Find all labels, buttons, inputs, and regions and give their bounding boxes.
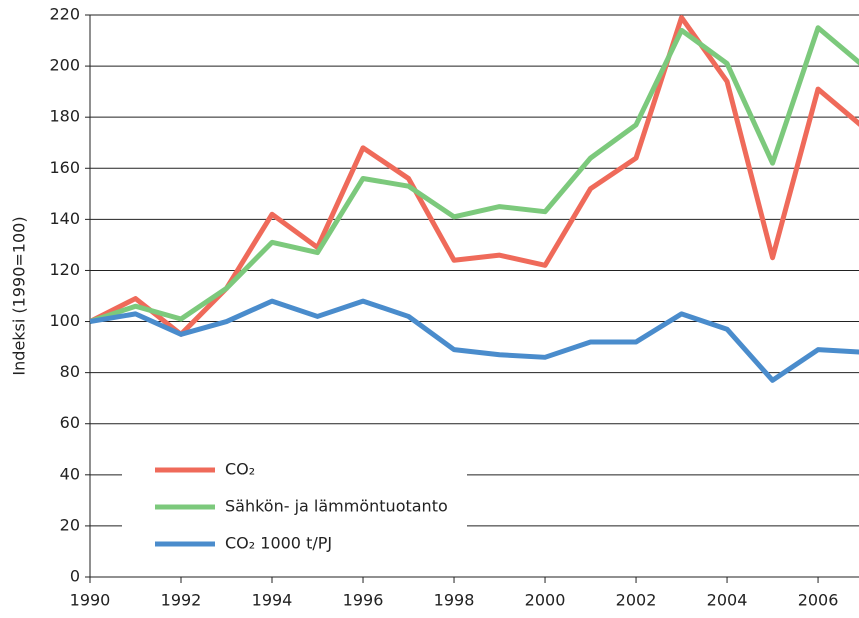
x-tick-label: 1996 xyxy=(343,591,384,610)
data-line xyxy=(90,25,859,324)
x-tick-label: 1990 xyxy=(70,591,111,610)
y-tick-label: 120 xyxy=(49,260,80,279)
y-tick-label: 80 xyxy=(60,362,80,381)
y-tick-label: 20 xyxy=(60,515,80,534)
x-tick-label: 1992 xyxy=(161,591,202,610)
y-tick-label: 60 xyxy=(60,413,80,432)
y-tick-label: 180 xyxy=(49,107,80,126)
y-tick-label: 0 xyxy=(70,567,80,586)
x-tick-label: 2006 xyxy=(798,591,839,610)
y-tick-label: 140 xyxy=(49,209,80,228)
y-tick-label: 100 xyxy=(49,311,80,330)
legend-label: CO₂ xyxy=(225,460,255,479)
x-tick-label: 2002 xyxy=(616,591,657,610)
legend-label: CO₂ 1000 t/PJ xyxy=(225,534,332,553)
x-tick-label: 1998 xyxy=(434,591,475,610)
data-line xyxy=(90,298,859,383)
y-tick-label: 160 xyxy=(49,158,80,177)
x-tick-label: 1994 xyxy=(252,591,293,610)
x-tick-label: 2004 xyxy=(707,591,748,610)
x-tick-label: 2000 xyxy=(525,591,566,610)
legend-label: Sähkön- ja lämmöntuotanto xyxy=(225,497,448,516)
y-axis-label: Indeksi (1990=100) xyxy=(10,216,29,375)
data-line xyxy=(90,15,859,337)
y-tick-label: 40 xyxy=(60,464,80,483)
lines xyxy=(90,15,859,383)
y-tick-label: 220 xyxy=(49,5,80,24)
y-tick-label: 200 xyxy=(49,56,80,75)
